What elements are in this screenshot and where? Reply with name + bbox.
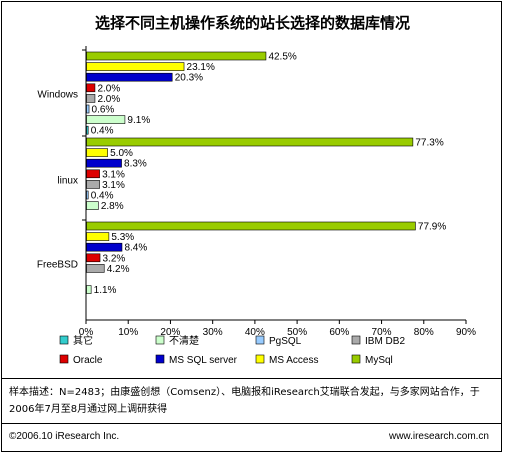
x-tick-label: 30% xyxy=(203,327,223,338)
x-tick-label: 10% xyxy=(118,327,138,338)
legend-swatch xyxy=(59,354,69,364)
legend-swatch xyxy=(155,354,165,364)
category-label: linux xyxy=(57,175,78,186)
bar xyxy=(86,125,89,135)
x-tick-label: 50% xyxy=(287,327,307,338)
x-tick-label: 20% xyxy=(160,327,180,338)
bar xyxy=(86,253,101,263)
bar xyxy=(86,158,122,168)
data-label: 9.1% xyxy=(127,115,150,126)
x-tick-label: 40% xyxy=(245,327,265,338)
data-label: 42.5% xyxy=(268,52,296,63)
bar xyxy=(86,62,185,71)
bar xyxy=(86,72,173,82)
legend-label: IBM DB2 xyxy=(365,336,405,347)
legend-label: 其它 xyxy=(73,334,93,347)
legend-label: MS Access xyxy=(269,355,318,366)
legend-swatch xyxy=(351,335,361,345)
legend-swatch xyxy=(351,354,361,364)
data-label: 3.2% xyxy=(103,253,126,264)
source-url: www.iresearch.com.cn xyxy=(388,431,489,442)
bar xyxy=(86,104,90,114)
bar xyxy=(86,242,123,252)
legend-label: 不清楚 xyxy=(169,334,199,347)
sample-note: 样本描述：N=2483；由康盛创想（Comsenz）、电脑报和iResearch… xyxy=(9,387,480,415)
separator-top xyxy=(2,378,501,379)
separator-bottom xyxy=(2,423,501,424)
bar xyxy=(86,137,414,147)
legend-label: MS SQL server xyxy=(169,355,238,366)
data-label: 77.9% xyxy=(418,222,446,233)
x-tick-label: 0% xyxy=(79,327,94,338)
data-label: 3.1% xyxy=(102,180,125,191)
x-tick-label: 90% xyxy=(456,327,476,338)
x-tick-label: 60% xyxy=(329,327,349,338)
data-label: 5.0% xyxy=(110,148,133,159)
data-label: 2.0% xyxy=(97,83,120,94)
bar xyxy=(86,180,100,189)
x-tick-label: 80% xyxy=(414,327,434,338)
data-label: 8.3% xyxy=(124,159,147,170)
legend-swatch xyxy=(255,354,265,364)
bar xyxy=(86,94,96,103)
bar xyxy=(86,232,110,241)
bar xyxy=(86,221,416,231)
bar xyxy=(86,115,126,124)
category-label: Windows xyxy=(37,89,78,100)
bar xyxy=(86,264,105,273)
bar xyxy=(86,285,92,294)
legend-label: MySql xyxy=(365,355,393,366)
data-label: 20.3% xyxy=(175,73,203,84)
data-label: 23.1% xyxy=(187,62,215,73)
data-label: 0.4% xyxy=(91,191,114,202)
x-tick-label: 70% xyxy=(372,327,392,338)
bar xyxy=(86,83,96,93)
data-label: 5.3% xyxy=(111,232,134,243)
copyright: ©2006.10 iResearch Inc. xyxy=(9,431,120,442)
data-label: 77.3% xyxy=(415,138,443,149)
chart-title: 选择不同主机操作系统的站长选择的数据库情况 xyxy=(94,14,410,32)
bar-chart: 0% 10% 20% 30% 40% 50% 60% 70% 80% 90% Windows 42.5… xyxy=(37,46,476,366)
legend-swatch xyxy=(59,335,69,345)
data-label: 3.1% xyxy=(102,169,125,180)
category-label: FreeBSD xyxy=(37,259,78,270)
bar xyxy=(86,169,100,179)
data-label: 1.1% xyxy=(94,285,117,296)
data-label: 2.8% xyxy=(101,201,124,212)
legend-swatch xyxy=(155,335,165,345)
data-label: 0.6% xyxy=(92,105,115,116)
legend-swatch xyxy=(255,335,265,345)
data-label: 4.2% xyxy=(107,264,130,275)
data-label: 0.4% xyxy=(91,126,114,137)
bar xyxy=(86,148,108,157)
legend-label: Oracle xyxy=(73,355,103,366)
data-label: 8.4% xyxy=(124,243,147,254)
data-label: 2.0% xyxy=(97,94,120,105)
bar xyxy=(86,190,89,200)
bar xyxy=(86,51,267,61)
bar xyxy=(86,201,99,210)
legend-label: PgSQL xyxy=(269,336,302,347)
